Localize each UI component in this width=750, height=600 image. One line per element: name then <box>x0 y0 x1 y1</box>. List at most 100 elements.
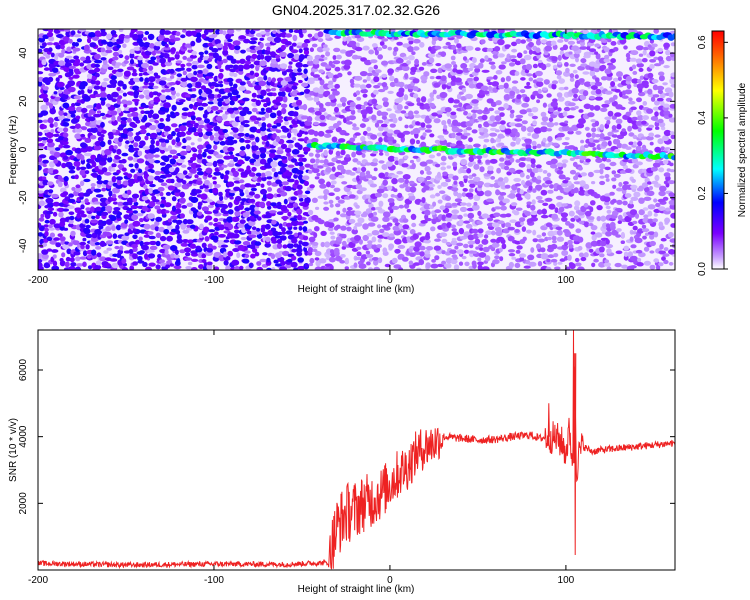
heatmap-cell <box>670 72 675 78</box>
heatmap-cell <box>79 62 85 67</box>
heatmap-cell <box>147 231 154 235</box>
heatmap-cell <box>456 93 462 100</box>
heatmap-cell <box>197 171 204 176</box>
heatmap-cell <box>407 54 415 61</box>
heatmap-cell <box>47 29 54 33</box>
heatmap-cell <box>285 147 292 153</box>
heatmap-cell <box>468 83 476 89</box>
heatmap-cell <box>266 193 274 200</box>
heatmap-cell <box>194 189 202 194</box>
heatmap-cell <box>651 180 659 185</box>
heatmap-cell <box>266 267 272 270</box>
heatmap-cell <box>333 217 339 222</box>
heatmap-cell <box>252 176 258 181</box>
heatmap-cell <box>528 41 534 48</box>
heatmap-cell <box>653 183 662 188</box>
heatmap-cell <box>216 59 224 66</box>
heatmap-cell <box>90 219 98 224</box>
heatmap-cell <box>212 52 219 59</box>
heatmap-cell <box>309 184 315 189</box>
heatmap-cell <box>195 117 202 121</box>
heatmap-cell <box>46 236 53 242</box>
heatmap-cell <box>95 260 102 266</box>
heatmap-cell <box>67 86 76 93</box>
heatmap-cells <box>38 29 675 270</box>
heatmap-cell <box>520 77 526 81</box>
heatmap-cell <box>605 231 612 237</box>
heatmap-cell <box>190 94 197 98</box>
heatmap-cell <box>454 38 459 44</box>
heatmap-cell <box>532 145 537 150</box>
heatmap-cell <box>175 136 181 143</box>
heatmap-cell <box>472 250 477 254</box>
heatmap-cell <box>344 266 349 270</box>
heatmap-cell <box>283 198 288 205</box>
heatmap-cell <box>149 91 154 98</box>
heatmap-cell <box>279 51 287 58</box>
heatmap-cell <box>189 168 197 173</box>
heatmap-cell <box>229 100 235 106</box>
heatmap-cell <box>285 222 293 228</box>
heatmap-cell <box>43 67 50 71</box>
heatmap-cell <box>111 193 117 199</box>
heatmap-cell <box>42 242 48 247</box>
heatmap-cell <box>234 195 242 202</box>
heatmap-cell <box>664 217 671 224</box>
heatmap-cell <box>397 132 405 139</box>
heatmap-cell <box>163 37 171 43</box>
heatmap-cell <box>409 138 416 145</box>
heatmap-cell <box>307 33 313 38</box>
heatmap-cell <box>339 96 347 103</box>
heatmap-cell <box>570 217 576 222</box>
heatmap-cell <box>508 261 514 269</box>
heatmap-cell <box>550 40 557 46</box>
heatmap-cell <box>223 251 228 258</box>
heatmap-cell <box>631 116 639 121</box>
heatmap-cell <box>641 120 647 125</box>
heatmap-cell <box>243 123 250 128</box>
ridge-1-point <box>671 155 675 161</box>
heatmap-cell <box>83 44 90 51</box>
heatmap-cell <box>175 229 181 235</box>
heatmap-cell <box>287 258 293 263</box>
heatmap-cell <box>57 89 63 94</box>
heatmap-cell <box>423 184 430 191</box>
heatmap-cell <box>135 239 140 245</box>
heatmap-cell <box>334 66 341 72</box>
heatmap-cell <box>74 186 82 193</box>
heatmap-cell <box>82 237 87 242</box>
heatmap-cell <box>553 111 561 116</box>
heatmap-cell <box>499 112 505 117</box>
heatmap-cell <box>653 258 660 263</box>
heatmap-cell <box>514 123 523 128</box>
heatmap-cell <box>323 149 328 156</box>
heatmap-cell <box>196 32 202 39</box>
heatmap-cell <box>358 263 367 270</box>
heatmap-cell <box>287 52 295 59</box>
heatmap-cell <box>514 228 520 233</box>
heatmap-cell <box>260 107 265 112</box>
heatmap-cell <box>223 87 232 93</box>
heatmap-cell <box>133 142 139 148</box>
heatmap-cell <box>634 213 640 219</box>
heatmap-cell <box>638 197 645 204</box>
heatmap-cell <box>589 81 597 86</box>
heatmap-cell <box>198 88 203 96</box>
heatmap-cell <box>218 29 224 35</box>
heatmap-cell <box>184 247 192 253</box>
heatmap-cell <box>129 52 135 59</box>
heatmap-cell <box>191 126 197 133</box>
heatmap-cell <box>284 76 293 82</box>
heatmap-cell <box>157 122 166 130</box>
heatmap-cell <box>318 77 323 81</box>
heatmap-cell <box>498 195 505 201</box>
heatmap-cell <box>371 230 380 236</box>
heatmap-cell <box>71 186 76 191</box>
heatmap-cell <box>631 120 638 126</box>
heatmap-cell <box>84 218 90 224</box>
heatmap-cell <box>94 59 103 64</box>
heatmap-cell <box>115 156 122 160</box>
heatmap-cell <box>110 110 118 116</box>
heatmap-cell <box>635 145 642 151</box>
heatmap-cell <box>658 250 666 255</box>
